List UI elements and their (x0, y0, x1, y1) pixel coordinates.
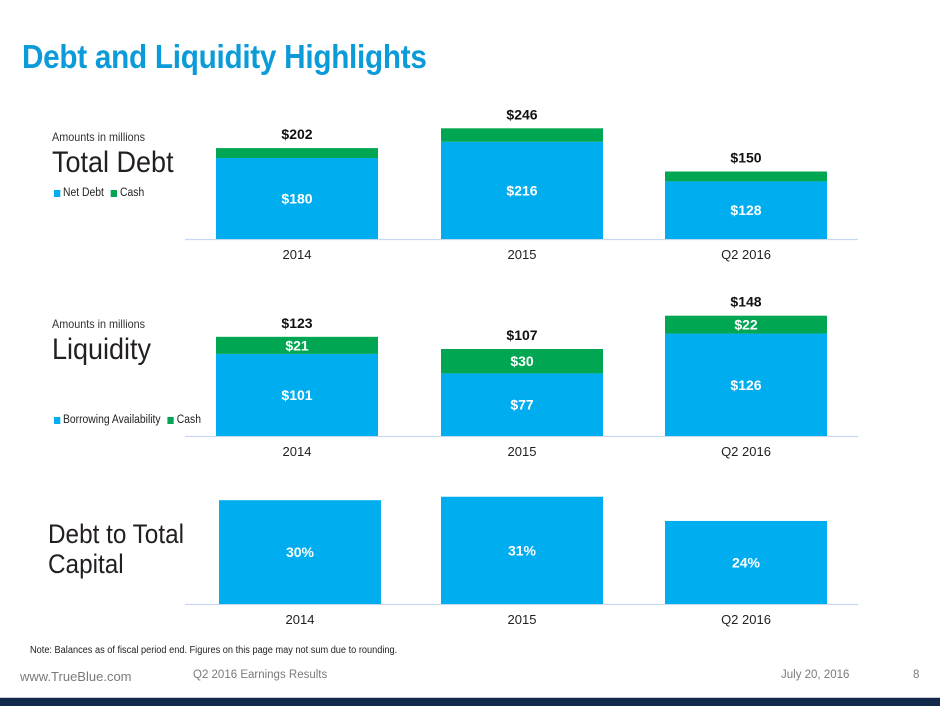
liquidity-chart: $101 $21 $123 2014 $77 $30 $107 2015 $126 $22 $148… (185, 294, 858, 459)
bar-cash (441, 128, 603, 142)
debt-to-capital-title-line2: Capital (48, 548, 124, 579)
x-tick-label: Q2 2016 (721, 612, 771, 627)
segment-value-label: 24% (732, 554, 761, 570)
total-debt-subtitle: Amounts in millions (52, 130, 146, 144)
bar-borrowing-availability (216, 353, 378, 436)
bar-cash (665, 315, 827, 334)
segment-value-label: $126 (730, 377, 761, 393)
bar-cash (216, 148, 378, 158)
total-value-label: $123 (281, 315, 312, 331)
total-value-label: $107 (506, 327, 537, 343)
x-tick-label: 2015 (508, 444, 537, 459)
total-value-label: $148 (730, 294, 761, 310)
segment-value-label: $101 (281, 387, 312, 403)
legend-item-borrowing-availability: Borrowing Availability (54, 414, 161, 426)
total-debt-chart: $180 $202 2014 $216 $246 2015 $128 $150 Q2 2016 (185, 106, 858, 262)
segment-value-label: $180 (281, 191, 312, 207)
x-tick-label: 2015 (508, 247, 537, 262)
footer-date: July 20, 2016 (781, 669, 850, 681)
segment-value-label: $77 (510, 397, 534, 413)
debt-to-capital-title-line1: Debt to Total (48, 519, 184, 549)
legend-item-cash: Cash (111, 187, 144, 199)
liquidity-legend: Borrowing Availability Cash (54, 414, 201, 426)
total-value-label: $202 (281, 126, 312, 142)
debt-to-capital-chart: 30% 2014 31% 2015 24% Q2 2016 (185, 496, 858, 627)
bar-cash (441, 349, 603, 374)
bar-cash (216, 336, 378, 354)
segment-value-label: $22 (734, 317, 758, 333)
legend-item-cash: Cash (167, 414, 201, 426)
total-value-label: $246 (506, 106, 537, 122)
x-tick-label: Q2 2016 (721, 247, 771, 262)
segment-value-label: $21 (285, 337, 309, 353)
legend-label: Borrowing Availability (63, 414, 161, 426)
debt-to-capital-title: Debt to Total Capital (48, 519, 184, 579)
footer-bar (0, 697, 940, 706)
bar-net-debt (441, 141, 603, 239)
segment-value-label: 31% (508, 542, 537, 558)
legend-swatch-green (111, 189, 118, 197)
liquidity-title: Liquidity (52, 333, 152, 366)
legend-swatch-blue (54, 416, 61, 424)
legend-label: Net Debt (63, 187, 104, 199)
x-tick-label: 2014 (283, 444, 312, 459)
page-title: Debt and Liquidity Highlights (22, 38, 427, 75)
bar-net-debt (216, 158, 378, 239)
legend-label: Cash (120, 187, 145, 199)
total-value-label: $150 (730, 150, 761, 166)
segment-value-label: $30 (510, 353, 534, 369)
segment-value-label: $128 (730, 202, 761, 218)
legend-swatch-green (167, 416, 175, 424)
bar-borrowing-availability (665, 333, 827, 436)
segment-value-label: 30% (286, 544, 315, 560)
footnote: Note: Balances as of fiscal period end. … (30, 645, 398, 656)
legend-label: Cash (176, 414, 201, 426)
bar-borrowing-availability (441, 373, 603, 436)
footer-deck-title: Q2 2016 Earnings Results (193, 669, 328, 681)
legend-swatch-blue (54, 189, 61, 197)
x-tick-label: Q2 2016 (721, 444, 771, 459)
x-tick-label: 2015 (508, 612, 537, 627)
total-debt-title: Total Debt (52, 146, 174, 179)
bar-debt-to-total-capital (441, 496, 603, 604)
bar-debt-to-total-capital (219, 500, 381, 604)
segment-value-label: $216 (506, 182, 537, 198)
x-tick-label: 2014 (283, 247, 312, 262)
legend-item-net-debt: Net Debt (54, 187, 104, 199)
bar-cash (665, 171, 827, 182)
liquidity-subtitle: Amounts in millions (52, 317, 146, 331)
x-tick-label: 2014 (286, 612, 315, 627)
bar-net-debt (665, 181, 827, 239)
footer-page-number: 8 (913, 669, 920, 681)
footer-url-link[interactable]: www.TrueBlue.com (20, 669, 132, 684)
bar-debt-to-total-capital (665, 520, 827, 604)
total-debt-legend: Net Debt Cash (54, 187, 144, 199)
